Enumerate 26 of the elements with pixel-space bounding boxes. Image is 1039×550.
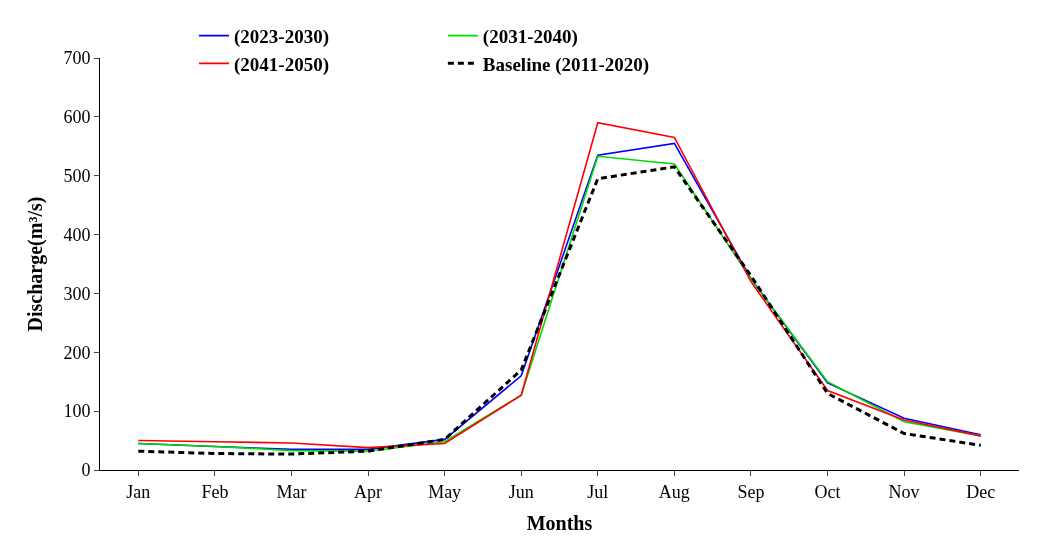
y-tick-label: 500: [63, 166, 91, 187]
y-axis-title: Discharge(m³/s): [23, 196, 47, 332]
y-tick-label: 0: [81, 460, 91, 481]
legend-label: (2041-2050): [234, 53, 329, 76]
x-tick-label: Jun: [508, 481, 534, 502]
x-tick-label: Oct: [814, 481, 841, 502]
x-tick-label: Jan: [126, 481, 151, 502]
x-tick-label: Dec: [966, 481, 996, 502]
y-tick-label: 200: [63, 342, 91, 363]
y-tick-label: 700: [63, 48, 91, 69]
y-tick-label: 400: [63, 224, 91, 245]
x-tick-label: Aug: [658, 481, 690, 502]
x-tick-label: May: [428, 481, 462, 502]
legend-label: Baseline (2011-2020): [482, 53, 650, 76]
y-tick-label: 100: [63, 401, 91, 422]
legend-label: (2031-2040): [482, 26, 578, 49]
legend-label: (2023-2030): [234, 26, 329, 49]
y-tick-label: 300: [63, 283, 91, 304]
y-tick-label: 600: [63, 107, 91, 128]
x-tick-label: Feb: [201, 481, 229, 502]
x-tick-label: Apr: [354, 481, 383, 502]
x-tick-label: Sep: [737, 481, 765, 502]
x-tick-label: Mar: [276, 481, 307, 502]
x-tick-label: Jul: [587, 481, 609, 502]
x-axis-title: Months: [526, 512, 593, 535]
x-tick-label: Nov: [888, 481, 920, 502]
